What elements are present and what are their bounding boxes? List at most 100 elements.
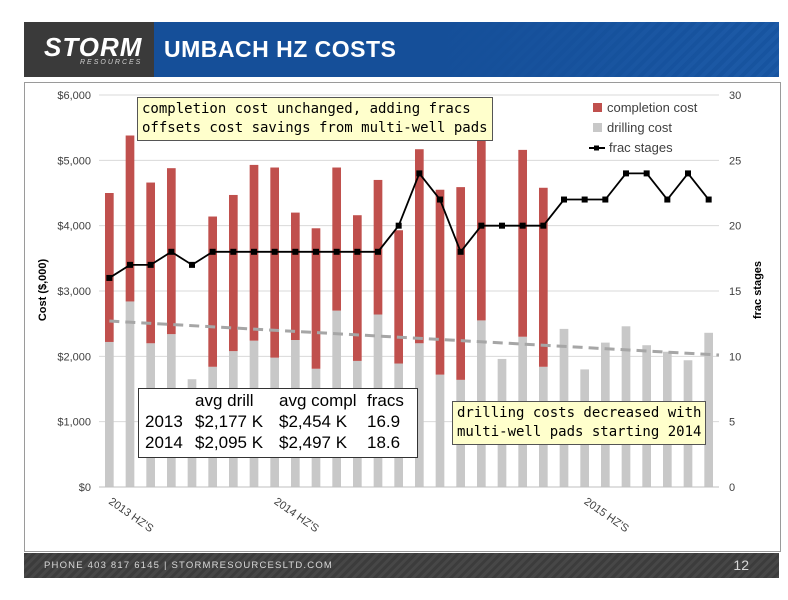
x-group-label: 2014 HZ'S	[272, 496, 321, 535]
stats-fracs: 16.9	[367, 412, 401, 431]
frac-point	[437, 196, 443, 203]
frac-stages-line	[108, 171, 710, 279]
x-group-label: 2013 HZ'S	[106, 496, 155, 535]
frac-point	[313, 248, 319, 255]
frac-point	[147, 261, 154, 268]
y2-tick-label: 0	[729, 482, 735, 494]
legend-swatch-drilling	[593, 123, 602, 132]
stats-year: 2013	[145, 412, 183, 431]
frac-line-series	[106, 170, 712, 281]
frac-point	[519, 222, 526, 229]
legend-swatch-completion	[593, 103, 602, 112]
legend-marker-frac	[594, 145, 599, 151]
frac-point	[664, 196, 671, 203]
frac-point	[685, 170, 691, 177]
y-axis-label: Cost ($,000)	[37, 258, 49, 321]
frac-point	[251, 248, 257, 255]
y-tick-label: $5,000	[57, 155, 91, 167]
completion-bar	[270, 167, 280, 358]
completion-bar	[228, 194, 238, 352]
frac-point	[375, 248, 381, 255]
y2-tick-label: 20	[729, 221, 741, 233]
y2-tick-label: 15	[729, 286, 741, 298]
frac-point	[354, 248, 361, 255]
drilling-trend-line	[109, 319, 720, 357]
y-tick-label: $6,000	[57, 90, 91, 102]
stats-avg-drill: $2,177 K	[195, 412, 264, 431]
completion-bar	[435, 189, 445, 375]
legend: completion cost drilling cost frac stage…	[589, 100, 698, 155]
frac-point	[271, 248, 278, 255]
completion-bar	[352, 215, 362, 361]
y-tick-label: $0	[79, 482, 91, 494]
legend-label-drilling: drilling cost	[607, 120, 672, 135]
footer-bar: PHONE 403 817 6145 | STORMRESOURCESLTD.C…	[24, 553, 779, 578]
completion-bar	[104, 193, 114, 342]
completion-note: completion cost unchanged, adding fracs …	[137, 97, 493, 141]
frac-point	[416, 170, 423, 177]
page-number: 12	[733, 557, 749, 573]
completion-bar	[373, 179, 383, 315]
frac-point	[292, 248, 299, 255]
page-title: UMBACH HZ COSTS	[164, 36, 397, 62]
y-tick-label: $4,000	[57, 221, 91, 233]
y2-axis-label: frac stages	[752, 261, 764, 319]
frac-point	[209, 248, 216, 255]
frac-point	[168, 248, 175, 255]
y-tick-label: $2,000	[57, 351, 91, 363]
frac-point	[602, 196, 609, 203]
y-tick-label: $1,000	[57, 417, 91, 429]
frac-point	[395, 222, 402, 229]
logo-text: STORM	[44, 32, 143, 62]
legend-label-completion: completion cost	[607, 100, 698, 115]
y2-tick-label: 25	[729, 155, 741, 167]
drilling-bar	[125, 301, 135, 487]
completion-bar	[518, 149, 528, 337]
frac-point	[230, 248, 237, 255]
y2-tick-label: 30	[729, 90, 741, 102]
frac-point	[561, 196, 567, 203]
completion-bar	[290, 212, 300, 340]
stats-header-drill: avg drill	[195, 391, 254, 410]
completion-bar	[394, 230, 404, 364]
legend-label-frac: frac stages	[609, 140, 673, 155]
frac-point	[581, 196, 588, 203]
completion-bar	[414, 149, 424, 344]
stats-avg-compl: $2,497 K	[279, 433, 348, 452]
frac-point	[127, 261, 133, 268]
drilling-bar	[704, 332, 714, 487]
frac-point	[623, 170, 629, 177]
completion-bar	[332, 167, 342, 311]
completion-bar	[456, 187, 466, 380]
drilling-bar	[435, 374, 445, 487]
y2-tick-label: 10	[729, 351, 741, 363]
frac-point	[478, 222, 485, 229]
frac-point	[643, 170, 650, 177]
frac-point	[457, 248, 464, 255]
stats-header-fracs: fracs	[367, 391, 404, 410]
drilling-note: drilling costs decreased with multi-well…	[452, 401, 707, 445]
frac-point	[499, 222, 505, 229]
drilling-trend	[109, 319, 720, 357]
stats-table: avg drill avg compl fracs 2013 $2,177 K …	[138, 388, 418, 458]
stats-header-compl: avg compl	[279, 391, 357, 410]
frac-point	[705, 196, 712, 203]
y-tick-label: $3,000	[57, 286, 91, 298]
completion-bar	[208, 216, 218, 367]
completion-bar	[538, 187, 548, 367]
drilling-bar	[414, 343, 424, 487]
frac-point	[540, 222, 547, 229]
footer-contact: PHONE 403 817 6145 | STORMRESOURCESLTD.C…	[44, 560, 334, 571]
completion-bar	[311, 228, 321, 369]
completion-bar	[125, 135, 135, 302]
y2-tick-label: 5	[729, 417, 735, 429]
logo-subtext: RESOURCES	[80, 59, 143, 66]
stats-fracs: 18.6	[367, 433, 401, 452]
frac-point	[106, 274, 113, 281]
frac-point	[333, 248, 340, 255]
completion-bar	[476, 101, 486, 321]
stats-year: 2014	[145, 433, 183, 452]
stats-avg-drill: $2,095 K	[195, 433, 264, 452]
x-group-label: 2015 HZ'S	[582, 496, 631, 535]
